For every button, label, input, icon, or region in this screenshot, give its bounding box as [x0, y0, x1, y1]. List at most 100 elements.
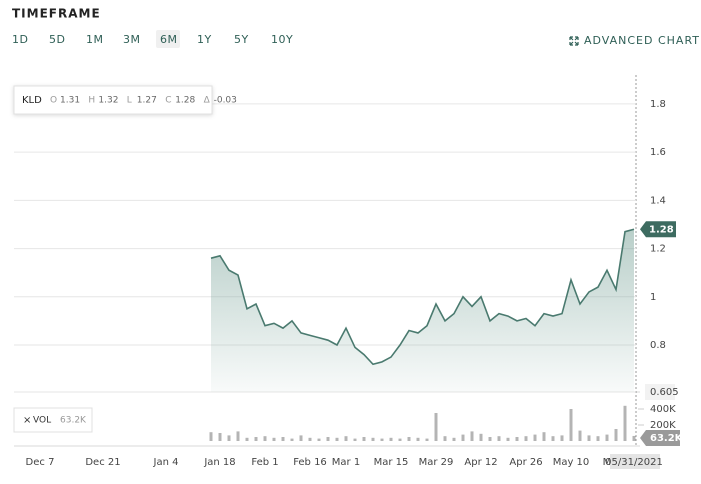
- ohlc-label: C: [165, 96, 171, 106]
- volume-bar: [425, 438, 429, 441]
- x-tick-label: Apr 26: [509, 457, 542, 468]
- timeframe-button-label[interactable]: 10Y: [271, 33, 293, 46]
- volume-bar: [587, 435, 591, 441]
- x-tick-label: Mar 15: [374, 457, 409, 468]
- ohlc-box: [13, 85, 213, 115]
- volume-bar: [281, 437, 285, 441]
- y2-tick-label: 400K: [650, 404, 676, 415]
- volume-bar: [434, 413, 438, 441]
- timeframe-button-label[interactable]: 1D: [12, 33, 28, 46]
- y-tick-label: 0.8: [650, 340, 666, 351]
- x-tick-label: Feb 16: [293, 457, 327, 468]
- volume-bar: [515, 437, 519, 441]
- timeframe-button[interactable]: 3M: [123, 33, 141, 46]
- x-tick-label: Jan 4: [153, 457, 179, 468]
- timeframe-title: TIMEFRAME: [12, 7, 101, 21]
- x-tick-label: Jan 18: [203, 457, 235, 468]
- timeframe-button[interactable]: 10Y: [271, 33, 293, 46]
- advanced-chart-link[interactable]: ADVANCED CHART: [569, 34, 700, 47]
- volume-bar: [245, 437, 249, 441]
- volume-bar: [416, 437, 420, 441]
- volume-tag: 63.2K: [650, 433, 684, 444]
- ohlc-label: H: [88, 96, 95, 106]
- volume-bar: [227, 435, 231, 441]
- volume-bar: [569, 409, 573, 441]
- volume-bar: [335, 437, 339, 441]
- volume-bar: [272, 437, 276, 441]
- timeframe-button[interactable]: 1M: [86, 33, 104, 46]
- volume-bar: [551, 436, 555, 441]
- volume-bar: [632, 435, 636, 441]
- volume-bar: [380, 438, 384, 441]
- x-tick-label: 05/31/2021: [605, 457, 663, 468]
- y2-tick-label: 200K: [650, 420, 676, 431]
- volume-bar: [497, 436, 501, 441]
- volume-bar: [326, 437, 330, 441]
- volume-bar: [452, 437, 456, 441]
- y-tick-label: 1: [650, 292, 656, 303]
- volume-bar: [290, 438, 294, 441]
- x-tick-label: Dec 21: [85, 457, 120, 468]
- timeframe-button-label[interactable]: 1M: [86, 33, 104, 46]
- volume-bar: [371, 437, 375, 441]
- x-tick-label: May 10: [553, 457, 590, 468]
- volume-value: 63.2K: [60, 416, 87, 426]
- volume-bar: [605, 434, 609, 441]
- timeframe-button-label[interactable]: 1Y: [197, 33, 212, 46]
- ohlc-label: L: [127, 96, 132, 106]
- price-tag: 1.28: [649, 224, 674, 235]
- volume-bar: [407, 437, 411, 441]
- volume-box: [13, 407, 93, 433]
- timeframe-button[interactable]: 5D: [49, 33, 65, 46]
- volume-bar: [218, 433, 222, 441]
- timeframe-button[interactable]: 6M: [156, 30, 180, 48]
- volume-bar: [254, 437, 258, 441]
- x-tick-label: Mar 29: [419, 457, 454, 468]
- ohlc-value: -0.03: [214, 96, 237, 106]
- ohlc-label: Δ: [204, 96, 211, 106]
- volume-bar: [533, 434, 537, 441]
- timeframe-button-label[interactable]: 6M: [160, 33, 178, 46]
- volume-bar: [443, 436, 447, 441]
- price-line: [210, 228, 635, 366]
- price-area: [211, 229, 634, 392]
- timeframe-button-label[interactable]: 3M: [123, 33, 141, 46]
- timeframe-button[interactable]: 1Y: [197, 33, 212, 46]
- ohlc-value: 1.28: [175, 96, 195, 106]
- volume-bar: [623, 405, 627, 441]
- volume-close: ×: [23, 415, 31, 426]
- y-tick-label: 0.605: [650, 387, 679, 398]
- ohlc-value: 1.31: [60, 96, 80, 106]
- advanced-chart-label[interactable]: ADVANCED CHART: [584, 34, 700, 47]
- volume-bar: [353, 438, 357, 441]
- y-min-label-bg: [645, 384, 675, 400]
- volume-bar: [614, 429, 618, 441]
- x-tick-label: Feb 1: [251, 457, 278, 468]
- ohlc-symbol: KLD: [22, 95, 42, 106]
- volume-bar: [488, 437, 492, 441]
- timeframe-button[interactable]: 5Y: [234, 33, 249, 46]
- x-tick-label: Dec 7: [26, 457, 55, 468]
- x-tick-label: M: [603, 457, 612, 468]
- timeframe-button-label[interactable]: 5D: [49, 33, 65, 46]
- volume-bar: [236, 431, 240, 441]
- volume-bar: [578, 430, 582, 441]
- timeframe-button-label[interactable]: 5Y: [234, 33, 249, 46]
- y-tick-label: 1.8: [650, 99, 666, 110]
- ohlc-value: 1.27: [137, 96, 157, 106]
- volume-bar: [389, 437, 393, 441]
- price-tag-bg: [640, 221, 676, 238]
- expand-icon: [569, 36, 579, 46]
- volume-legend: × VOL 63.2K: [13, 407, 93, 433]
- volume-bar: [362, 437, 366, 441]
- volume-bar: [317, 438, 321, 441]
- volume-bar: [344, 436, 348, 441]
- x-tick-label: Apr 12: [464, 457, 497, 468]
- volume-bar: [560, 435, 564, 441]
- volume-bar: [524, 436, 528, 441]
- y-tick-label: 1.2: [650, 244, 666, 255]
- timeframe-button[interactable]: 1D: [12, 33, 28, 46]
- x-current-label-bg: [610, 454, 660, 469]
